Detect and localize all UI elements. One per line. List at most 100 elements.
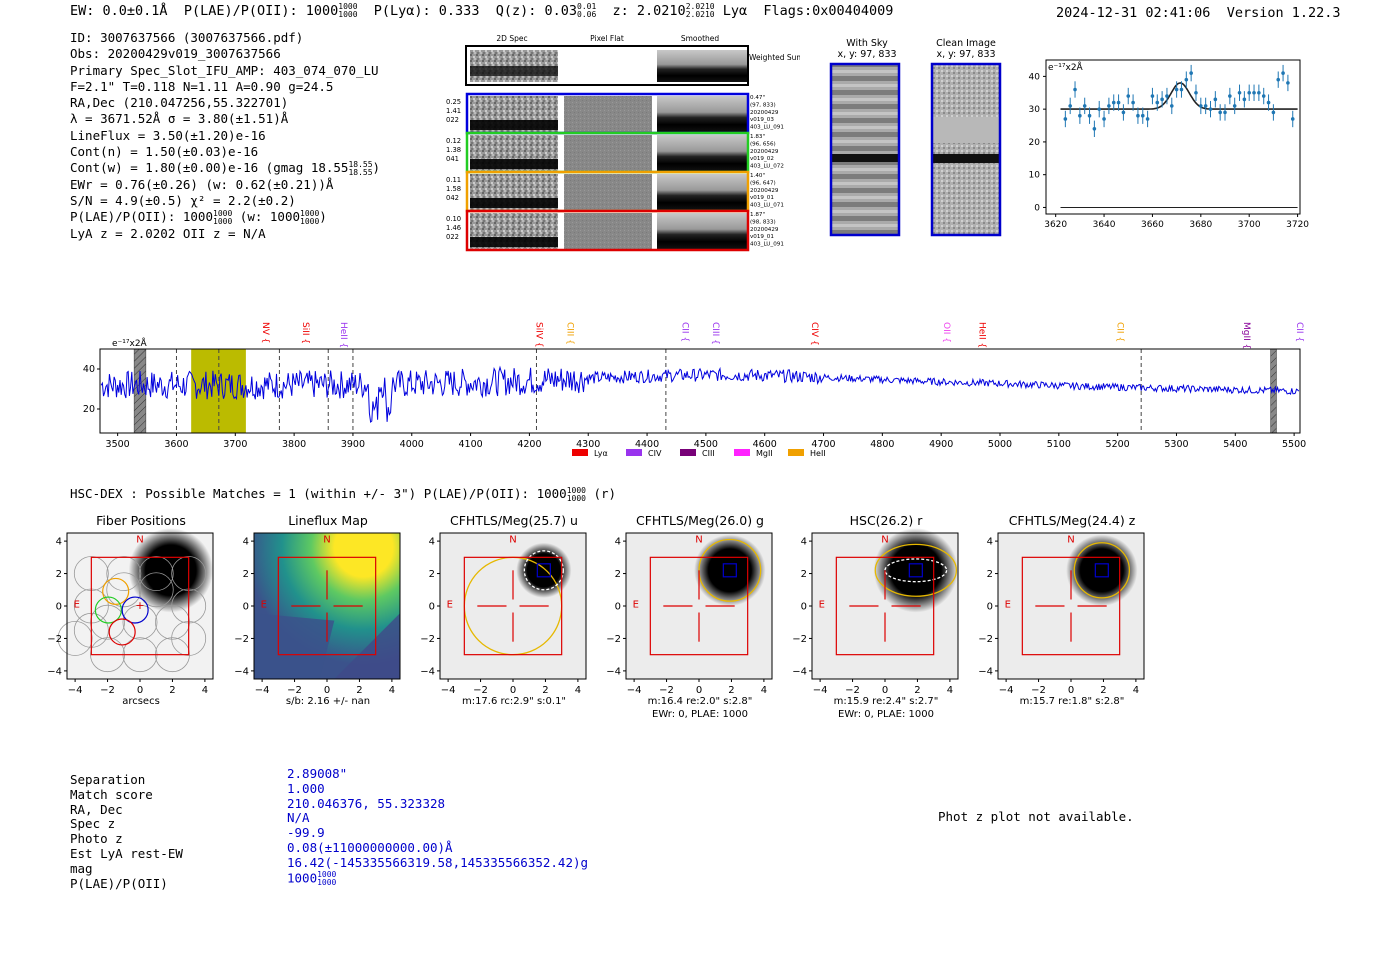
clean-image-title: Clean Image x, y: 97, 833 (936, 38, 996, 60)
catalog-box (1094, 563, 1109, 578)
weighted-sum-row (465, 45, 749, 86)
data-point (1063, 117, 1068, 121)
data-point (1237, 90, 1242, 95)
y-tick-label: −2 (420, 634, 435, 645)
x-tick-label: 4 (1133, 685, 1139, 696)
x-tick-label: 3660 (1141, 220, 1164, 230)
east-label: E (1005, 600, 1011, 611)
panel-title: Fiber Positions (96, 513, 186, 528)
x-tick-label: 4 (947, 685, 953, 696)
y-tick-label: 0 (243, 602, 249, 613)
info-lineflux: LineFlux = 3.50(±1.20)e-16 (70, 127, 266, 143)
aperture-ellipse (698, 538, 762, 602)
east-label: E (447, 600, 453, 611)
cutout-left-label: 0.11 (446, 176, 461, 184)
x-tick-label: 0 (510, 685, 516, 696)
info-contw: Cont(w) = 1.80(±0.00)e-16 (gmag 18.55 18.… (70, 159, 381, 177)
info-obs: Obs: 20200429v019_3007637566 (70, 46, 281, 62)
info-radec: RA,Dec (210.047256,55.322701) (70, 95, 289, 111)
x-tick-label: 4300 (576, 439, 600, 450)
x-tick-label: 2 (356, 685, 362, 696)
x-tick-label: −2 (473, 685, 488, 696)
match-label-mag: mag (70, 860, 93, 876)
data-point (1174, 87, 1179, 92)
cutout-left-label: 1.46 (446, 224, 461, 232)
panel-title: CFHTLS/Meg(25.7) u (450, 513, 578, 528)
north-label: N (695, 535, 702, 546)
x-tick-label: 4100 (458, 439, 482, 450)
full-spectrum-plot: NV {SiII {HeII {SiIV {CIII {CII {CIII {C… (83, 322, 1306, 458)
header-qz-lo: 0.06 (577, 10, 597, 19)
header-datetime: 2024-12-31 02:41:06 (1056, 5, 1211, 21)
x-tick-label: 4200 (517, 439, 541, 450)
data-point (1126, 94, 1131, 98)
x-tick-label: 4 (761, 685, 767, 696)
header-flags: Flags:0x00404009 (763, 3, 894, 19)
header-z-hi: 2.0210 (685, 2, 715, 11)
match-labels: Separation Match score RA, Dec Spec z Ph… (70, 772, 183, 891)
cutout-left-label: 1.38 (446, 146, 461, 154)
x-tick-label: 3720 (1286, 220, 1309, 230)
image-panel-1: + N E −4 −4 −2 −2 0 0 2 2 4 4 (47, 528, 214, 696)
data-point (1160, 97, 1164, 102)
x-tick-label: 2 (728, 685, 734, 696)
y-tick-label: 20 (83, 404, 95, 415)
legend-swatch (572, 449, 588, 456)
y-tick-label: −2 (606, 634, 621, 645)
cutout-left-label: 022 (446, 233, 459, 241)
east-label: E (74, 600, 80, 611)
data-point (1169, 104, 1174, 108)
match-label-ew: Est LyA rest-EW (70, 845, 183, 861)
data-point (1140, 113, 1145, 118)
search-box (835, 556, 935, 656)
y-tick-label: 4 (243, 537, 249, 548)
data-point (1290, 117, 1295, 121)
match-value-plae: 1000 1000 1000 (287, 869, 337, 887)
y-tick-label: 0 (801, 602, 807, 613)
cutout-right-label: 403_LU_071 (750, 203, 784, 209)
match-value-radec: 210.046376, 55.323328 (287, 795, 446, 811)
line-label: HeII { (338, 322, 348, 348)
spec-cutouts: 2D Spec Pixel Flat Smoothed Weighted Sum… (446, 34, 800, 252)
search-box (277, 556, 377, 656)
y-tick-label: 2 (56, 569, 62, 580)
data-point (1097, 107, 1102, 111)
y-tick-label: 4 (987, 537, 993, 548)
info-ewr: EWr = 0.76(±0.26) (w: 0.62(±0.21))Å (70, 176, 334, 192)
spectrum-axes (99, 348, 1301, 434)
line-label: CIII { (710, 322, 720, 345)
data-point (1232, 104, 1237, 108)
image-panel-6: N E −4 −4 −2 −2 0 0 2 2 4 4 (978, 532, 1145, 696)
cutout-right-label: 1.83" (750, 134, 765, 140)
x-tick-label: 0 (324, 685, 330, 696)
y-tick-label: −4 (420, 666, 435, 677)
cutout-right-label: v019_03 (750, 117, 774, 123)
x-tick-label: −4 (627, 685, 642, 696)
x-tick-label: 4700 (811, 439, 835, 450)
x-tick-label: −4 (255, 685, 270, 696)
line-label: CIII { (565, 322, 575, 345)
header-plae-lo: 1000 (338, 10, 358, 19)
x-tick-label: 3680 (1189, 220, 1212, 230)
x-tick-label: 0 (1068, 685, 1074, 696)
match-label-photoz: Photo z (70, 831, 123, 847)
data-point (1116, 100, 1121, 105)
data-point (1266, 100, 1271, 105)
data-point (1281, 71, 1285, 75)
match-label-plae: P(LAE)/P(OII) (70, 875, 168, 891)
panel-caption: m:16.4 re:2.0" s:2.8" (647, 696, 753, 707)
hsc-summary: HSC-DEX : Possible Matches = 1 (within +… (70, 485, 617, 503)
line-label: CII { (679, 322, 689, 342)
x-tick-label: 4600 (753, 439, 777, 450)
data-point (1111, 100, 1116, 105)
aperture-ellipse (874, 543, 958, 597)
info-contn: Cont(n) = 1.50(±0.03)e-16 (70, 144, 259, 160)
legend-swatch (734, 449, 750, 456)
cutout-right-label: v019_01 (750, 234, 774, 240)
spectrum-line (100, 365, 1300, 423)
x-tick-label: 5500 (1282, 439, 1306, 450)
legend-label: CIII (702, 449, 715, 458)
